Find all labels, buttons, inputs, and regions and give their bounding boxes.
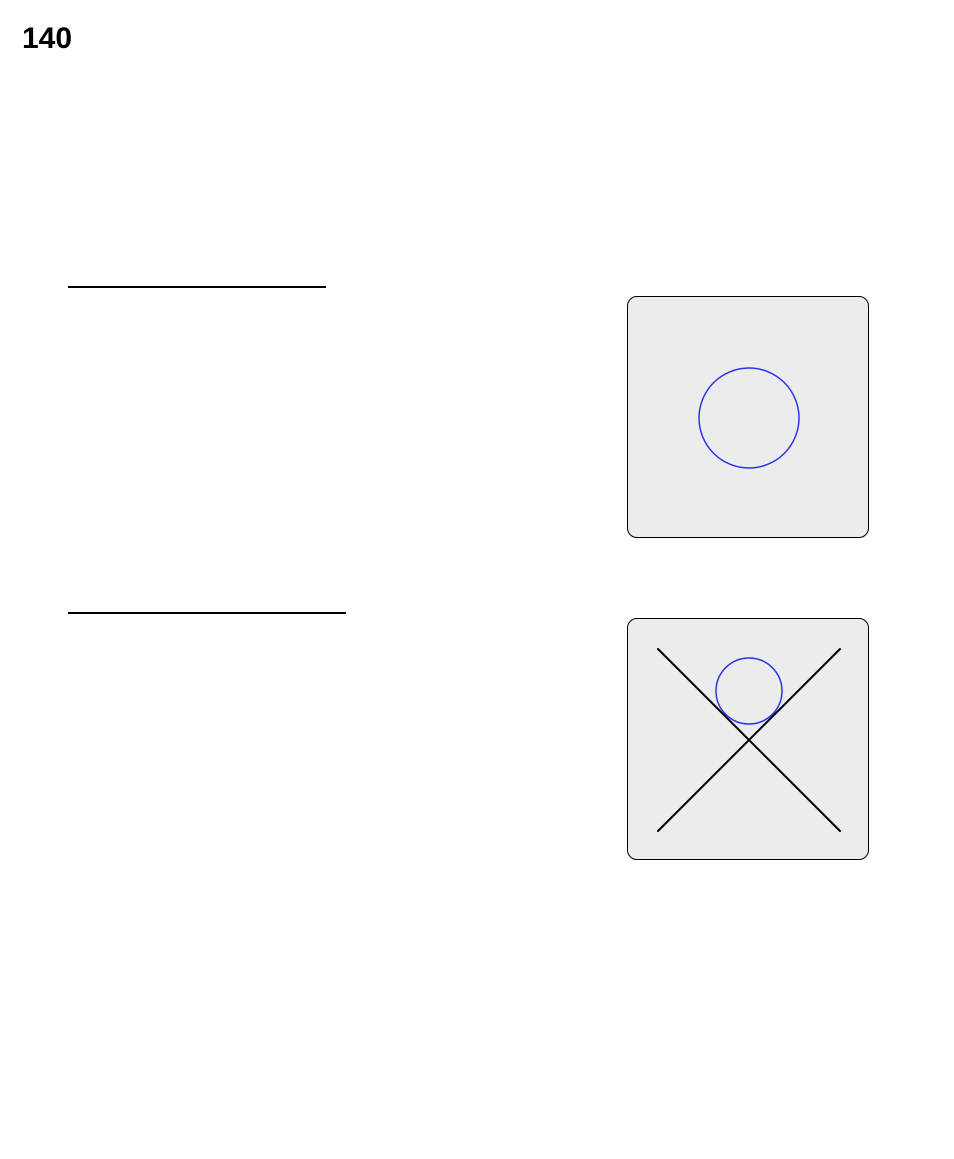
divider-2 [68, 612, 346, 614]
figure-svg [628, 619, 870, 861]
figure-svg [628, 297, 870, 539]
page-number: 140 [22, 22, 72, 56]
circle-shape [716, 658, 782, 724]
figure-panel-circle [627, 296, 869, 538]
divider-1 [68, 286, 326, 288]
figure-panel-x-circle [627, 618, 869, 860]
circle-shape [699, 368, 799, 468]
